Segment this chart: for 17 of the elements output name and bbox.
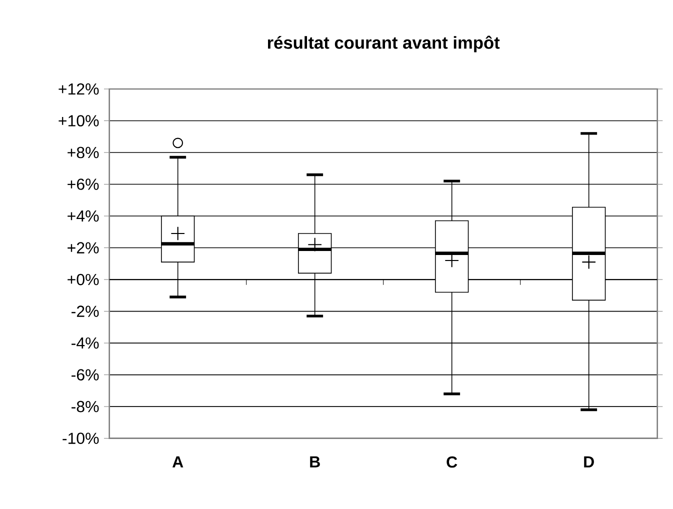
y-tick-label: +2% <box>68 242 99 254</box>
y-tick-label: -2% <box>72 306 99 317</box>
y-tick-label: +6% <box>68 178 99 190</box>
y-tick-label: -8% <box>72 400 99 412</box>
y-tick-label: -10% <box>62 432 99 444</box>
y-tick-label: +0% <box>68 274 99 286</box>
y-tick-label: -4% <box>72 337 99 349</box>
chart-title: résultat courant avant impôt <box>268 36 500 52</box>
x-tick-label: C <box>446 456 458 468</box>
x-tick-label: A <box>172 456 184 468</box>
y-tick-label: +8% <box>68 146 99 158</box>
y-tick-label: +4% <box>68 210 99 222</box>
y-tick-label: +10% <box>58 115 99 126</box>
y-tick-label: +12% <box>58 83 99 95</box>
y-tick-label: -6% <box>72 369 99 380</box>
x-tick-label: D <box>584 456 594 468</box>
x-tick-label: B <box>310 456 320 468</box>
